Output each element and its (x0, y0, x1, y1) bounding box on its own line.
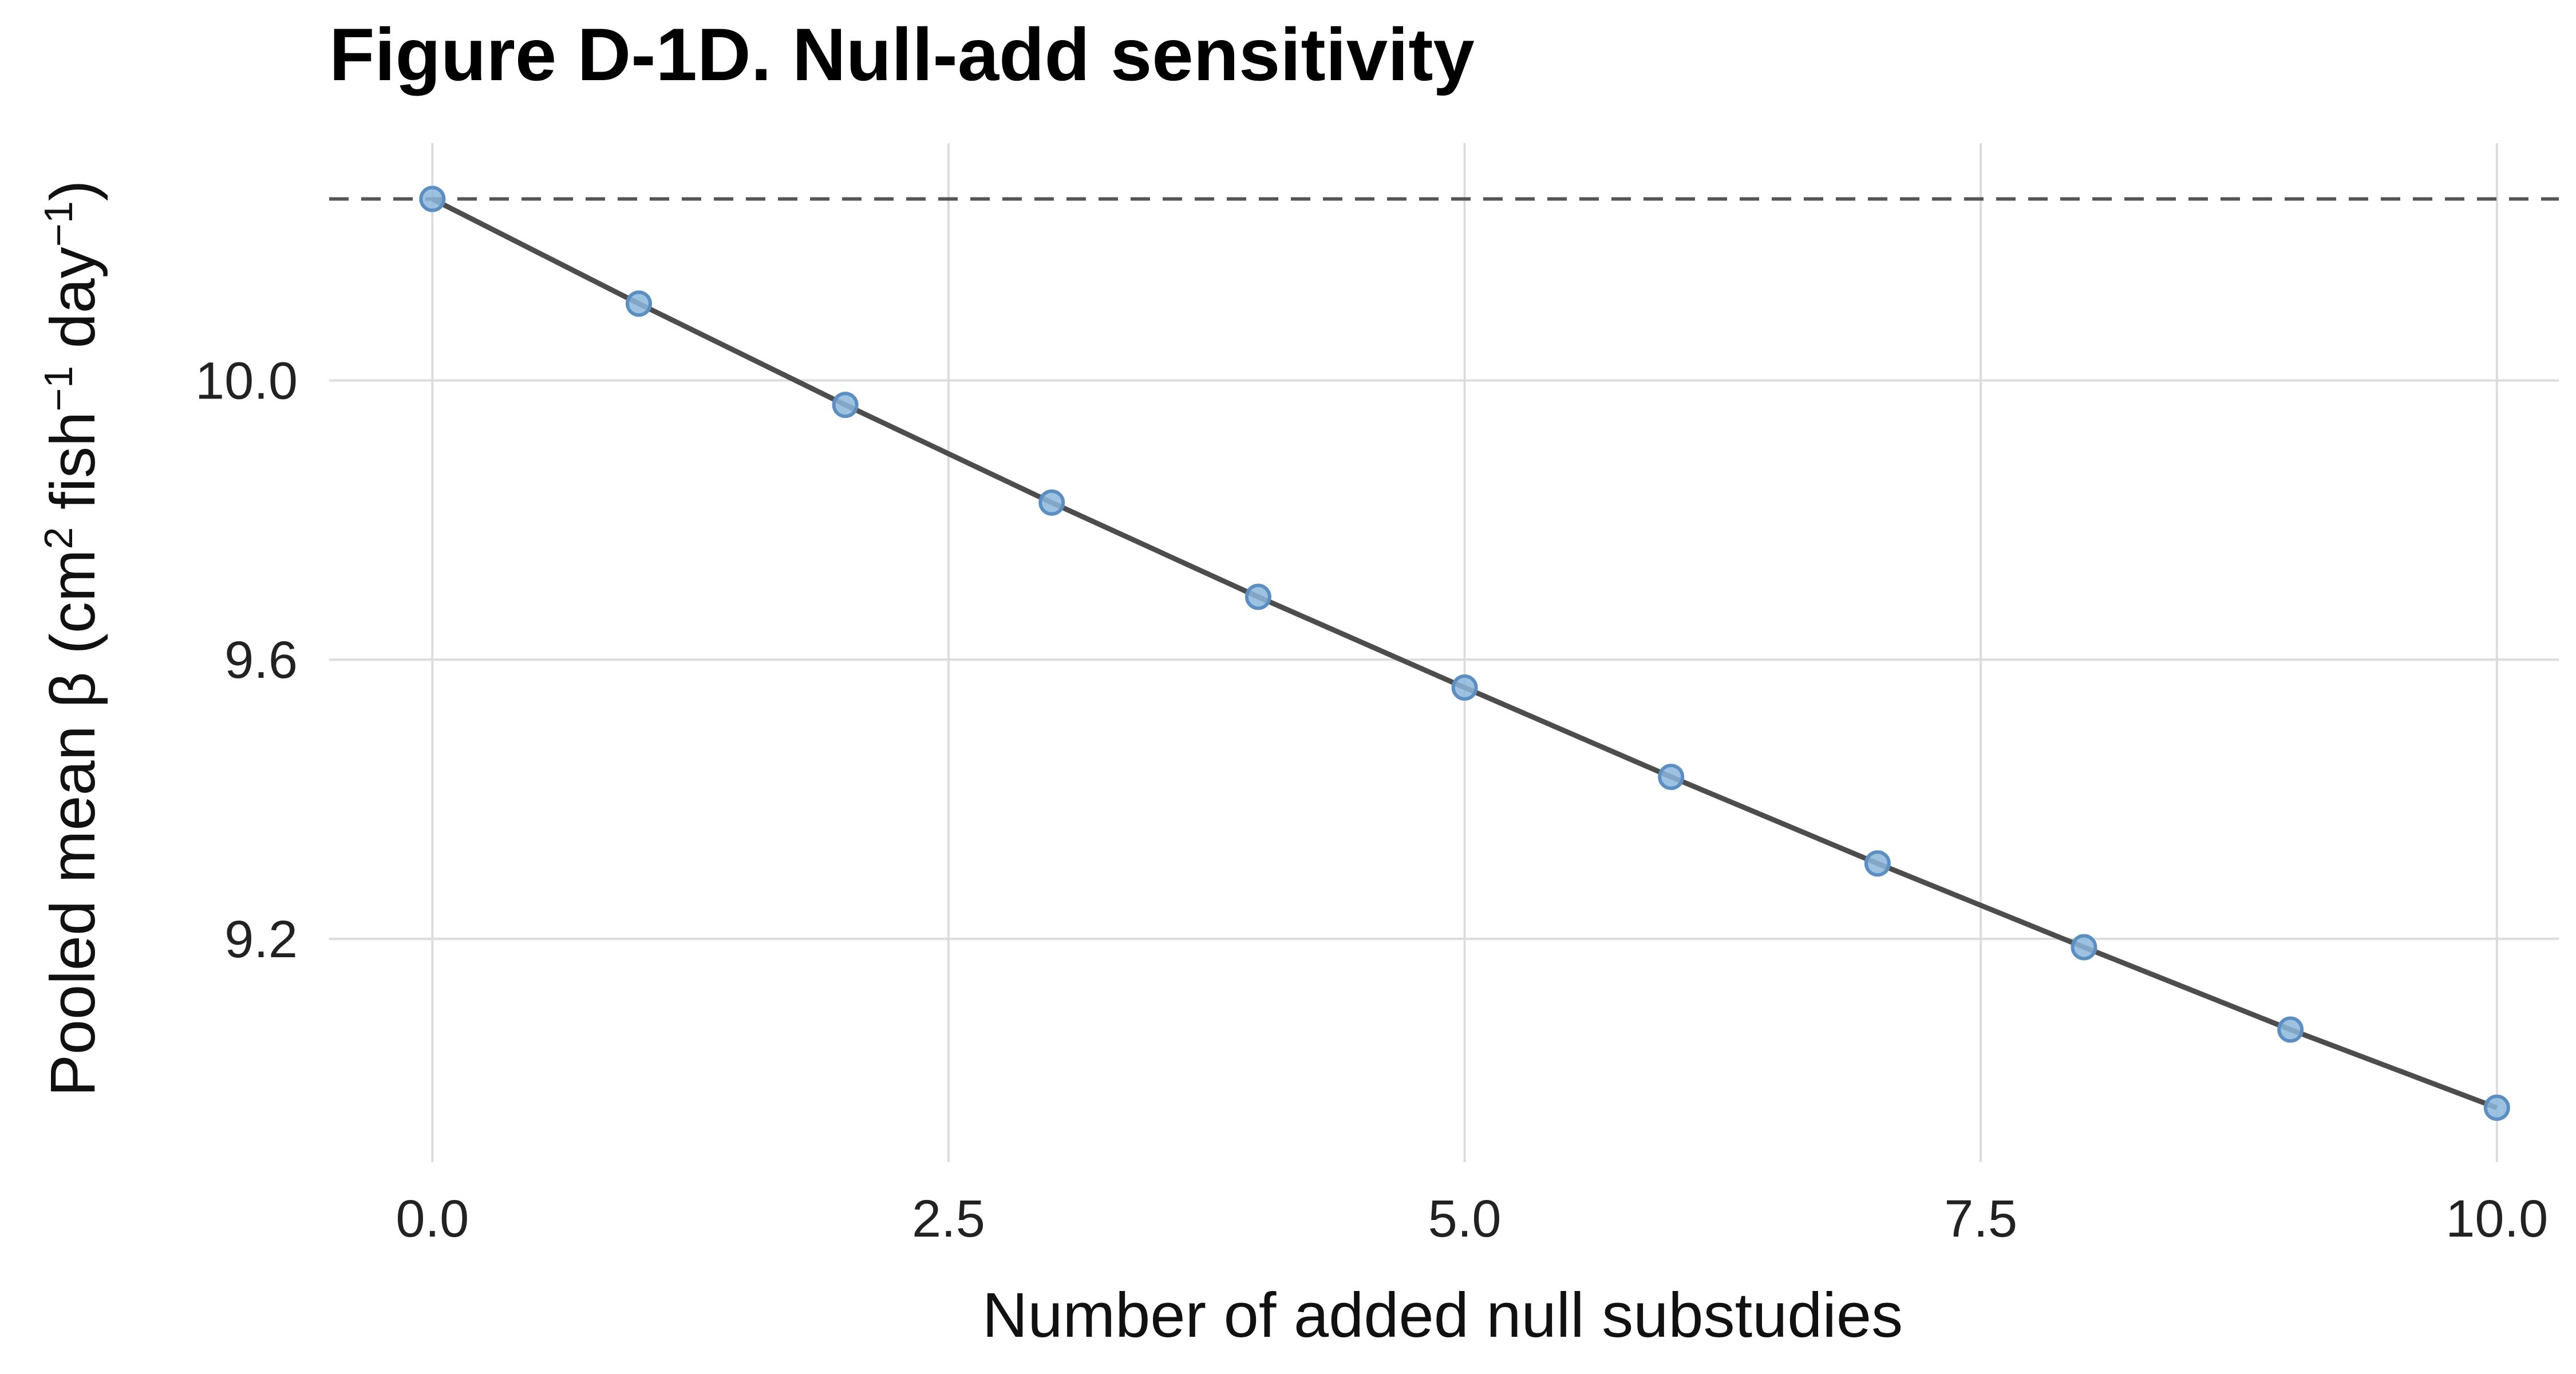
data-point (1244, 583, 1271, 610)
x-tick-label: 10.0 (2445, 1190, 2548, 1248)
x-axis-label: Number of added null substudies (982, 1280, 1903, 1351)
y-axis-label-mid1: fish (38, 412, 108, 527)
x-tick-label: 2.5 (912, 1190, 985, 1248)
x-tick-label: 0.0 (396, 1190, 469, 1248)
y-axis-label-prefix: Pooled mean β (cm (38, 549, 108, 1096)
data-point (1864, 850, 1891, 877)
data-point (419, 185, 446, 212)
y-axis-label: Pooled mean β (cm2 fish−1 day−1) (36, 180, 108, 1097)
y-axis-label-sup2: −1 (36, 366, 81, 412)
data-point (2277, 1016, 2304, 1043)
data-point (1658, 764, 1685, 791)
data-point (832, 392, 859, 418)
y-axis-label-sup3: −1 (36, 201, 81, 247)
y-tick-label: 9.6 (224, 631, 298, 689)
grid (329, 143, 2559, 1162)
y-axis-label-mid2: day (38, 247, 108, 366)
data-point (625, 290, 652, 317)
data-point (1038, 489, 1065, 516)
x-tick-label: 5.0 (1428, 1190, 1502, 1248)
data-point (1451, 674, 1478, 701)
y-tick-labels: 9.2 9.6 10.0 (195, 352, 298, 969)
x-tick-label: 7.5 (1944, 1190, 2017, 1248)
x-tick-labels: 0.0 2.5 5.0 7.5 10.0 (396, 1190, 2548, 1248)
data-point (2483, 1094, 2510, 1121)
data-point (2071, 934, 2097, 961)
chart-title: Figure D-1D. Null-add sensitivity (329, 13, 1475, 96)
y-axis-label-sup1: 2 (36, 527, 81, 550)
y-tick-label: 10.0 (195, 352, 298, 410)
y-tick-label: 9.2 (224, 910, 298, 969)
y-axis-label-suffix: ) (38, 180, 108, 202)
points-group (419, 185, 2510, 1121)
